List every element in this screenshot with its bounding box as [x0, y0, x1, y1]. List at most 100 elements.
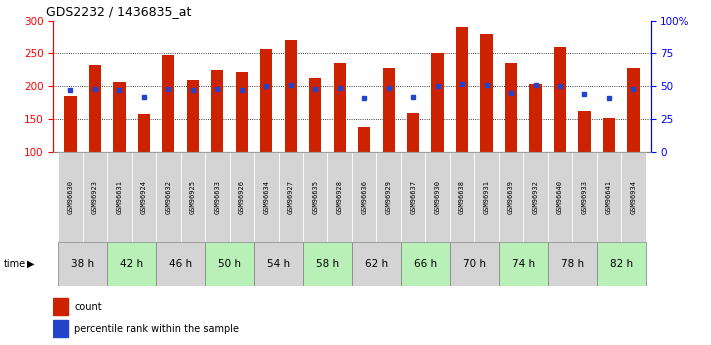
Bar — [230, 152, 254, 242]
Text: time: time — [4, 259, 26, 269]
Bar — [499, 152, 523, 242]
Bar — [89, 65, 101, 152]
Bar — [254, 152, 279, 242]
Bar — [523, 152, 547, 242]
Bar — [205, 241, 254, 286]
Bar — [254, 241, 303, 286]
Text: GSM96934: GSM96934 — [631, 180, 636, 214]
Text: GSM96636: GSM96636 — [361, 180, 367, 214]
Text: 46 h: 46 h — [169, 259, 192, 269]
Bar — [260, 49, 272, 152]
Text: GSM96638: GSM96638 — [459, 180, 465, 214]
Bar — [376, 152, 401, 242]
Text: GSM96630: GSM96630 — [68, 180, 73, 214]
Bar — [621, 152, 646, 242]
Bar — [156, 152, 181, 242]
Text: GSM96637: GSM96637 — [410, 180, 416, 214]
Text: GSM96923: GSM96923 — [92, 180, 98, 214]
Bar — [425, 152, 450, 242]
Bar — [328, 152, 352, 242]
Text: GSM96932: GSM96932 — [533, 180, 538, 214]
Text: GSM96640: GSM96640 — [557, 180, 563, 214]
Text: GSM96633: GSM96633 — [214, 180, 220, 214]
Text: GSM96927: GSM96927 — [288, 180, 294, 214]
Bar — [578, 110, 591, 152]
Text: 58 h: 58 h — [316, 259, 339, 269]
Bar — [303, 152, 328, 242]
Text: GSM96925: GSM96925 — [190, 180, 196, 214]
Text: percentile rank within the sample: percentile rank within the sample — [74, 324, 239, 334]
Text: 74 h: 74 h — [512, 259, 535, 269]
Text: GSM96631: GSM96631 — [117, 180, 122, 214]
Bar — [530, 83, 542, 152]
Bar — [64, 96, 77, 152]
Text: 42 h: 42 h — [120, 259, 143, 269]
Bar — [627, 68, 640, 152]
Bar — [107, 241, 156, 286]
Bar — [333, 63, 346, 152]
Text: GSM96639: GSM96639 — [508, 180, 514, 214]
Bar — [547, 152, 572, 242]
Text: GSM96928: GSM96928 — [337, 180, 343, 214]
Bar — [432, 53, 444, 152]
Text: GSM96641: GSM96641 — [606, 180, 612, 214]
Bar — [597, 152, 621, 242]
Text: GSM96635: GSM96635 — [312, 180, 319, 214]
Bar — [481, 34, 493, 152]
Text: 38 h: 38 h — [71, 259, 95, 269]
Bar — [279, 152, 303, 242]
Bar — [132, 152, 156, 242]
Bar — [352, 152, 376, 242]
Text: ▶: ▶ — [27, 259, 35, 269]
Bar — [597, 241, 646, 286]
Bar — [547, 241, 597, 286]
Bar — [156, 241, 205, 286]
Bar — [450, 241, 499, 286]
Bar — [82, 152, 107, 242]
Text: 50 h: 50 h — [218, 259, 241, 269]
Bar — [358, 127, 370, 152]
Bar — [474, 152, 499, 242]
Bar — [58, 241, 107, 286]
Bar — [383, 68, 395, 152]
Bar — [162, 56, 174, 152]
Bar — [572, 152, 597, 242]
Bar — [53, 298, 68, 315]
Bar — [211, 70, 223, 152]
Bar — [554, 47, 566, 152]
Bar — [456, 27, 469, 152]
Bar — [407, 113, 419, 152]
Bar — [187, 80, 199, 152]
Text: GSM96924: GSM96924 — [141, 180, 147, 214]
Bar — [303, 241, 352, 286]
Bar — [113, 82, 126, 152]
Bar — [499, 241, 547, 286]
Bar — [603, 118, 615, 152]
Bar — [401, 152, 425, 242]
Bar — [284, 40, 297, 152]
Bar — [450, 152, 474, 242]
Bar — [107, 152, 132, 242]
Text: GSM96929: GSM96929 — [385, 180, 392, 214]
Bar — [352, 241, 401, 286]
Text: GDS2232 / 1436835_at: GDS2232 / 1436835_at — [46, 5, 191, 18]
Bar — [401, 241, 450, 286]
Text: GSM96930: GSM96930 — [434, 180, 441, 214]
Bar — [181, 152, 205, 242]
Bar — [58, 152, 82, 242]
Bar — [53, 320, 68, 337]
Text: 62 h: 62 h — [365, 259, 388, 269]
Text: 66 h: 66 h — [414, 259, 437, 269]
Bar — [505, 63, 517, 152]
Text: GSM96933: GSM96933 — [582, 180, 587, 214]
Bar — [235, 72, 248, 152]
Text: GSM96931: GSM96931 — [483, 180, 490, 214]
Text: 54 h: 54 h — [267, 259, 290, 269]
Text: 70 h: 70 h — [463, 259, 486, 269]
Bar — [309, 78, 321, 152]
Bar — [205, 152, 230, 242]
Text: GSM96634: GSM96634 — [263, 180, 269, 214]
Text: GSM96926: GSM96926 — [239, 180, 245, 214]
Bar — [138, 115, 150, 152]
Text: 82 h: 82 h — [609, 259, 633, 269]
